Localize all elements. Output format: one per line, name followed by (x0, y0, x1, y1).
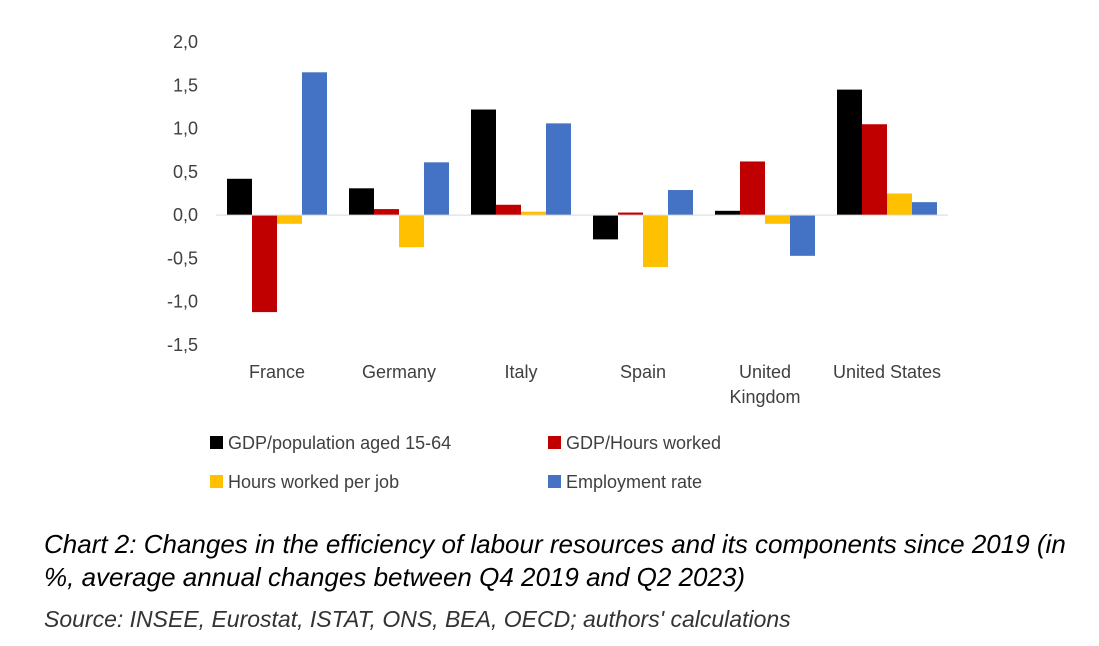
bar-3-0 (593, 215, 618, 240)
category-label: Germany (362, 362, 436, 382)
legend-swatch (210, 436, 223, 449)
y-tick-label: -0,5 (167, 248, 198, 268)
bar-1-0 (349, 188, 374, 216)
legend-label: Employment rate (566, 472, 702, 492)
category-label: Spain (620, 362, 666, 382)
bar-2-1 (496, 204, 521, 216)
bar-0-2 (277, 215, 302, 224)
bar-5-0 (837, 89, 862, 216)
category-label: Kingdom (729, 387, 800, 407)
bar-0-1 (252, 215, 277, 313)
bar-0-3 (302, 72, 327, 216)
bar-4-3 (790, 215, 815, 256)
category-label: United (739, 362, 791, 382)
y-tick-label: 1,0 (173, 119, 198, 139)
bar-5-1 (862, 124, 887, 216)
legend-label: Hours worked per job (228, 472, 399, 492)
legend-label: GDP/population aged 15-64 (228, 433, 451, 453)
y-tick-label: 0,5 (173, 162, 198, 182)
legend-swatch (210, 475, 223, 488)
category-label: Italy (504, 362, 537, 382)
bar-2-3 (546, 123, 571, 216)
bar-4-2 (765, 215, 790, 224)
bar-3-2 (643, 215, 668, 268)
bar-chart: 2,0 1,5 1,0 0,5 0,0 -0,5 -1,0 -1,5 France Germany… (167, 32, 948, 492)
legend-swatch (548, 475, 561, 488)
y-tick-label: 2,0 (173, 32, 198, 52)
bar-5-2 (887, 193, 912, 216)
y-tick-label: 0,0 (173, 205, 198, 225)
bar-1-1 (374, 209, 399, 216)
category-label: United States (833, 362, 941, 382)
chart-caption: Chart 2: Changes in the efficiency of la… (44, 529, 1066, 592)
y-tick-label: 1,5 (173, 75, 198, 95)
legend-swatch (548, 436, 561, 449)
bar-3-3 (668, 190, 693, 216)
bar-2-0 (471, 109, 496, 216)
bar-0-0 (227, 178, 252, 216)
bar-3-1 (618, 212, 643, 216)
chart-source: Source: INSEE, Eurostat, ISTAT, ONS, BEA… (44, 606, 791, 632)
bar-4-0 (715, 210, 740, 216)
y-tick-label: -1,5 (167, 335, 198, 355)
bar-1-2 (399, 215, 424, 248)
bar-4-1 (740, 161, 765, 216)
legend-label: GDP/Hours worked (566, 433, 721, 453)
bar-1-3 (424, 162, 449, 216)
y-tick-label: -1,0 (167, 292, 198, 312)
bar-2-2 (521, 211, 546, 216)
category-label: France (249, 362, 305, 382)
bar-5-3 (912, 202, 937, 216)
